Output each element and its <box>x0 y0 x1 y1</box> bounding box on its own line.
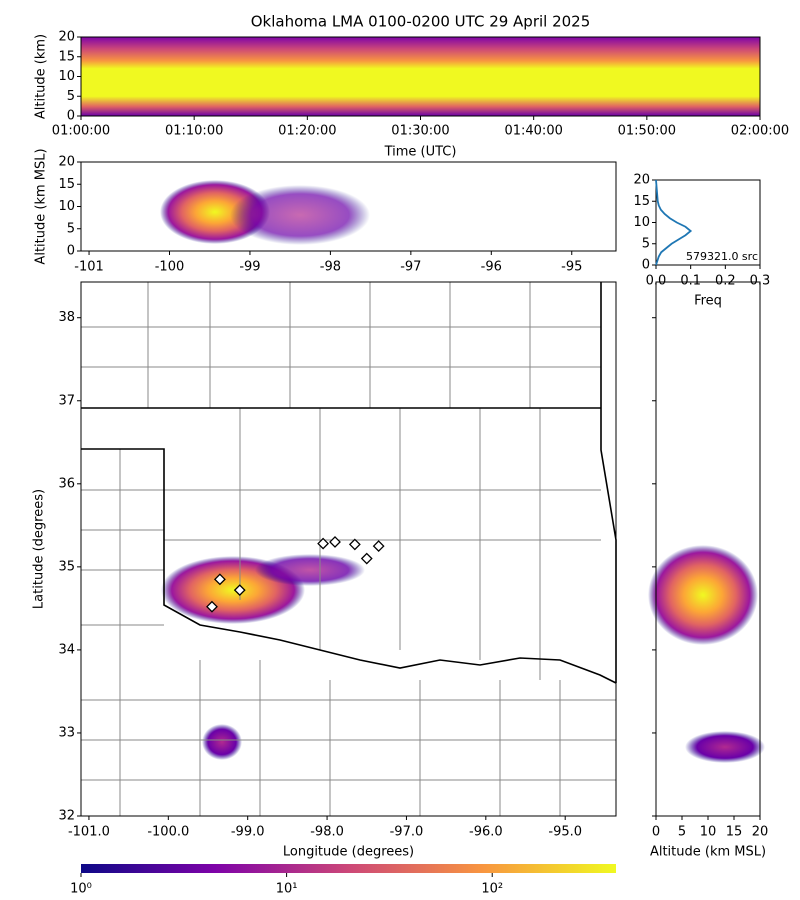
y-tick-label: 15 <box>58 177 75 192</box>
flash-marker <box>233 584 246 597</box>
x-tick-label: -96.0 <box>469 825 503 840</box>
annotation: 579321.0 src <box>686 250 758 263</box>
x-tick-label: -98.0 <box>310 825 344 840</box>
x-tick-label: 10¹ <box>276 882 298 897</box>
flash-marker <box>317 537 330 550</box>
x-tick-label: -95.0 <box>548 825 582 840</box>
flash-marker <box>329 536 341 548</box>
y-tick-label: 0 <box>67 244 75 259</box>
y-tick-label: 35 <box>58 559 75 574</box>
x-tick-label: 0.3 <box>750 274 771 289</box>
x-tick-label: -100 <box>155 260 185 275</box>
flash-marker <box>348 538 361 551</box>
x-tick-label: -96 <box>481 260 502 275</box>
x-tick-label: 0 <box>652 825 660 840</box>
flash-marker <box>206 600 218 613</box>
y-tick-label: 38 <box>58 310 75 325</box>
y-axis-label: Latitude (degrees) <box>32 489 47 609</box>
x-tick-label: 01:00:00 <box>52 124 110 139</box>
y-tick-label: 20 <box>58 30 75 45</box>
y-tick-label: 10 <box>633 215 650 230</box>
x-tick-label: 01:20:00 <box>278 124 336 139</box>
y-tick-label: 10 <box>58 199 75 214</box>
x-tick-label: -97 <box>400 260 421 275</box>
y-tick-label: 20 <box>58 155 75 170</box>
y-tick-label: 34 <box>58 642 75 657</box>
x-tick-label: -101.0 <box>68 825 110 840</box>
y-tick-label: 10 <box>58 69 75 84</box>
x-tick-label: 01:10:00 <box>165 124 223 139</box>
y-tick-label: 5 <box>67 89 75 104</box>
frequency-line <box>655 179 693 266</box>
x-tick-label: 10⁰ <box>70 882 92 897</box>
x-tick-label: 15 <box>726 825 743 840</box>
y-tick-label: 5 <box>642 236 650 251</box>
x-axis-label: Altitude (km MSL) <box>650 845 766 860</box>
x-axis-label: Time (UTC) <box>384 145 457 160</box>
y-tick-label: 37 <box>58 393 75 408</box>
x-tick-label: 01:30:00 <box>391 124 449 139</box>
frame <box>80 281 617 817</box>
x-tick-label: 10 <box>700 825 717 840</box>
x-tick-label: 10² <box>481 882 503 897</box>
y-tick-label: 32 <box>58 809 75 824</box>
x-axis-label: Longitude (degrees) <box>283 845 414 860</box>
colorbar <box>81 864 616 873</box>
x-tick-label: 01:50:00 <box>618 124 676 139</box>
y-tick-label: 20 <box>633 173 650 188</box>
x-axis-label: Freq <box>694 294 722 309</box>
flash-marker <box>372 540 385 553</box>
density <box>81 37 765 763</box>
x-tick-label: 01:40:00 <box>504 124 562 139</box>
x-tick-label: 0.1 <box>680 274 701 289</box>
y-tick-label: 36 <box>58 476 75 491</box>
y-tick-label: 0 <box>642 258 650 273</box>
x-tick-label: 5 <box>678 825 686 840</box>
y-tick-label: 15 <box>633 194 650 209</box>
x-tick-label: -98 <box>320 260 341 275</box>
y-axis-label: Altitude (km) <box>34 34 49 119</box>
x-tick-label: 0.2 <box>715 274 736 289</box>
x-tick-label: -99 <box>239 260 260 275</box>
x-tick-label: -95 <box>561 260 582 275</box>
x-tick-label: 0.0 <box>646 274 667 289</box>
y-tick-label: 15 <box>58 49 75 64</box>
x-tick-label: 02:00:00 <box>731 124 789 139</box>
y-axis-label: Altitude (km MSL) <box>34 148 49 264</box>
flash-marker <box>213 573 226 586</box>
map-borders <box>81 282 617 816</box>
x-tick-label: -99.0 <box>231 825 265 840</box>
x-tick-label: -101 <box>74 260 104 275</box>
x-tick-label: -97.0 <box>390 825 424 840</box>
x-tick-label: 20 <box>752 825 769 840</box>
y-tick-label: 0 <box>67 109 75 124</box>
x-tick-label: -100.0 <box>147 825 189 840</box>
flash-marker <box>360 552 373 565</box>
y-tick-label: 33 <box>58 725 75 740</box>
chart-title: Oklahoma LMA 0100-0200 UTC 29 April 2025 <box>251 13 591 31</box>
y-tick-label: 5 <box>67 221 75 236</box>
